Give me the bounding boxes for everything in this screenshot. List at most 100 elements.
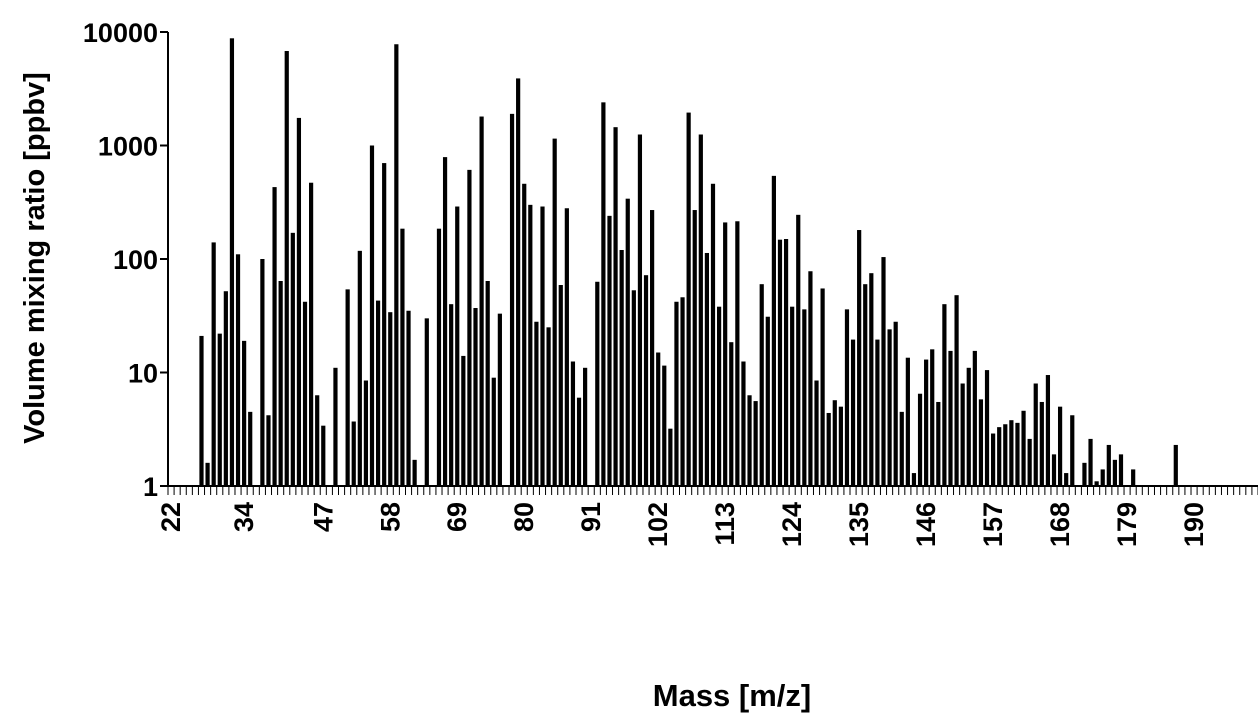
x-tick-label: 58 — [375, 502, 405, 532]
bar — [826, 412, 831, 486]
bar — [814, 380, 819, 486]
bar — [1027, 438, 1032, 486]
bar — [564, 208, 569, 486]
bar — [1033, 383, 1038, 486]
bar — [747, 395, 752, 486]
bar — [1070, 415, 1075, 486]
bar — [796, 214, 801, 486]
bar — [223, 291, 228, 486]
bar — [984, 370, 990, 486]
y-tick-label: 10 — [128, 359, 158, 389]
x-tick-label: 157 — [978, 502, 1008, 547]
bar — [1082, 462, 1087, 486]
bar — [966, 367, 971, 486]
bar — [1118, 454, 1124, 486]
x-tick-label: 80 — [509, 502, 539, 532]
bar — [357, 250, 362, 486]
bar — [1094, 481, 1099, 486]
bar — [765, 316, 770, 486]
bar — [643, 275, 649, 486]
bar — [363, 380, 369, 486]
bar — [942, 304, 947, 486]
bar — [1015, 422, 1020, 486]
bar — [546, 327, 551, 486]
bar — [479, 116, 484, 486]
bar — [461, 355, 466, 486]
bar — [893, 321, 898, 486]
bar — [637, 134, 643, 486]
bar — [808, 271, 813, 486]
bar — [400, 228, 405, 486]
bar — [960, 383, 965, 486]
y-tick-label: 100 — [113, 245, 158, 275]
bar — [881, 257, 886, 486]
bar — [509, 113, 515, 487]
bar — [516, 78, 521, 486]
bar — [887, 329, 892, 486]
bar — [528, 204, 533, 486]
x-tick-label: 69 — [442, 502, 472, 532]
bar — [686, 112, 691, 486]
bar — [540, 206, 545, 486]
bar — [997, 427, 1002, 486]
bar — [248, 411, 253, 486]
bar — [668, 428, 673, 486]
bars-group — [199, 38, 1178, 487]
bar — [936, 401, 941, 486]
bar — [534, 321, 539, 486]
bar — [777, 239, 783, 486]
bar — [1039, 401, 1044, 486]
bar — [723, 222, 728, 486]
bar — [771, 175, 776, 486]
bar — [698, 134, 703, 486]
bar — [1112, 459, 1117, 486]
bar — [1003, 424, 1008, 486]
bar — [321, 425, 326, 486]
bar — [1064, 473, 1069, 486]
bar — [424, 318, 429, 486]
bar — [406, 310, 411, 486]
bar — [820, 288, 825, 486]
bar — [850, 339, 856, 486]
bar — [680, 297, 685, 486]
bar — [674, 301, 679, 486]
bar — [832, 400, 837, 486]
bar — [388, 312, 393, 486]
bar — [345, 289, 350, 486]
bar — [302, 301, 308, 486]
bar — [583, 367, 588, 486]
bar — [242, 340, 247, 486]
bar — [436, 228, 442, 486]
bar — [948, 350, 953, 486]
bar — [382, 163, 387, 486]
x-tick-label: 124 — [777, 502, 807, 547]
bar — [394, 44, 399, 486]
bar — [296, 117, 302, 487]
bar — [656, 352, 661, 486]
x-tick-label: 168 — [1045, 502, 1075, 547]
bar — [991, 433, 996, 486]
bar — [954, 295, 959, 486]
bar — [1021, 410, 1026, 486]
bar — [558, 285, 563, 486]
bar — [601, 102, 606, 486]
bar — [284, 51, 289, 486]
x-ticks-group: 22 34 47 58 69 80 91 102 113 124 135 146 157 168 179 19… — [156, 486, 1258, 547]
bar — [857, 230, 862, 486]
y-axis-title: Volume mixing ratio [ppbv] — [19, 72, 51, 444]
bar — [1100, 469, 1105, 486]
y-ticks-group: 1 10 100 1000 10000 — [83, 18, 168, 502]
bar — [704, 252, 710, 486]
bar — [278, 281, 283, 486]
bar — [735, 221, 740, 486]
bar — [759, 284, 764, 486]
bar — [595, 281, 600, 486]
bar — [911, 473, 917, 486]
x-tick-label: 190 — [1179, 502, 1209, 547]
bar — [235, 254, 241, 486]
bar — [290, 232, 295, 486]
y-tick-label: 10000 — [83, 18, 158, 48]
bar — [266, 415, 271, 486]
y-tick-label: 1 — [143, 472, 158, 502]
